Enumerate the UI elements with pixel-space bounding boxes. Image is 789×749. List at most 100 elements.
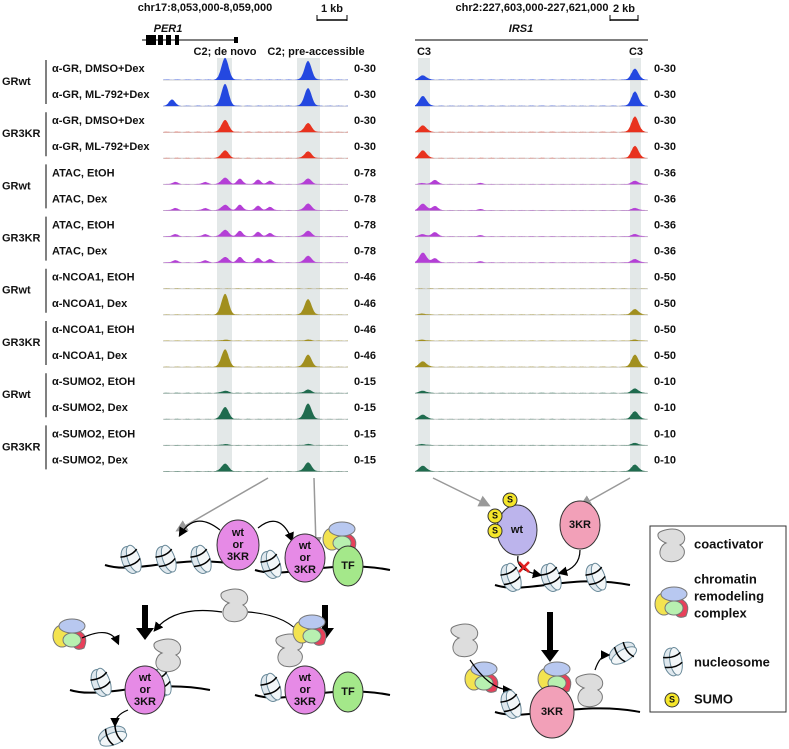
remodeler-blue [328, 521, 356, 537]
dna-wrap [500, 566, 521, 586]
track-signal [163, 403, 348, 420]
region-label: C3 [629, 46, 643, 58]
sumo-label: S [669, 694, 675, 704]
legend-label: coactivator [694, 536, 763, 551]
track-name: α-GR, ML-792+Dex [52, 141, 150, 153]
protein-label: wt [231, 527, 245, 539]
sumo-label: S [492, 510, 498, 520]
track-signal [163, 443, 348, 446]
protein-label: 3KR [134, 696, 156, 708]
dna-wrap [500, 693, 521, 713]
legend-label: remodeling [694, 588, 764, 603]
track-signal [163, 150, 348, 159]
group-label: GR3KR [2, 337, 41, 349]
remodeler-green [302, 628, 322, 644]
track-name: α-SUMO2, EtOH [52, 428, 135, 440]
track-signal [163, 203, 348, 211]
track-range: 0-50 [654, 350, 676, 362]
track-range: 0-15 [354, 454, 376, 466]
track-name: α-NCOA1, EtOH [52, 272, 135, 284]
nucleosome-face [160, 544, 177, 573]
protein-label: 3KR [294, 696, 316, 708]
arrow [557, 549, 581, 576]
dna-wrap [260, 676, 281, 696]
track-signal [415, 68, 648, 80]
coactivator [450, 623, 478, 658]
nucleosome-face [505, 689, 522, 718]
track-name: ATAC, Dex [52, 246, 108, 258]
track-range: 0-46 [354, 350, 376, 362]
track-name: ATAC, EtOH [52, 220, 115, 232]
track-signal [415, 411, 648, 420]
track-range: 0-30 [354, 115, 376, 127]
arrow [110, 709, 129, 728]
legend-label: complex [694, 605, 748, 620]
track-range: 0-30 [654, 63, 676, 75]
track-signal [163, 293, 348, 315]
gr-3kr [559, 500, 601, 550]
track-signal [163, 462, 348, 472]
track-range: 0-30 [654, 89, 676, 101]
track-signal [415, 354, 648, 368]
gr-protein [216, 519, 260, 571]
track-signal [415, 442, 648, 446]
track-name: α-SUMO2, Dex [52, 402, 129, 414]
arrow [309, 477, 322, 549]
protein-label: 3KR [541, 706, 563, 718]
track-range: 0-30 [354, 89, 376, 101]
track-signal [415, 308, 648, 315]
dna-wrap [585, 566, 606, 586]
dna-wrap [90, 671, 111, 691]
protein-label: TF [341, 560, 355, 572]
track-range: 0-10 [654, 376, 676, 388]
highlight-column [217, 58, 232, 472]
block-x [518, 561, 530, 573]
track-range: 0-36 [654, 167, 676, 179]
protein-label: 3KR [227, 551, 249, 563]
track-signal [163, 339, 348, 341]
nucleosome [585, 562, 607, 592]
track-signal [163, 255, 348, 263]
track-range: 0-46 [354, 324, 376, 336]
track-signal [415, 116, 648, 133]
nucleosome-face [99, 730, 128, 747]
nucleosome [120, 544, 142, 574]
protein-label: or [300, 684, 312, 696]
track-signal [415, 179, 648, 185]
group-label: GR3KR [2, 441, 41, 453]
track-range: 0-78 [354, 193, 376, 205]
protein-label: 3KR [569, 519, 591, 531]
group-label: GR3KR [2, 233, 41, 245]
arrow [469, 659, 513, 695]
region-label: C2; de novo [194, 46, 257, 58]
track-range: 0-10 [654, 428, 676, 440]
track-signal [415, 288, 648, 289]
track-range: 0-30 [654, 141, 676, 153]
exon [175, 35, 179, 45]
track-range: 0-46 [354, 298, 376, 310]
track-signal [415, 203, 648, 211]
group-label: GR3KR [2, 128, 41, 140]
coactivator [220, 588, 248, 623]
track-name: α-GR, ML-792+Dex [52, 89, 150, 101]
nucleosome [260, 672, 282, 702]
tf-protein [332, 545, 364, 587]
dna-wrap [613, 641, 635, 663]
nucleosome [540, 562, 562, 592]
locus-coords: chr17:8,053,000-8,059,000 [138, 2, 273, 14]
nucleosome-face [195, 544, 212, 573]
tf-protein [332, 671, 364, 713]
gr-3kr [529, 685, 575, 739]
track-range: 0-15 [354, 428, 376, 440]
scale-label: 2 kb [613, 3, 635, 15]
track-signal [163, 177, 348, 185]
region-label: C2; pre-accessible [267, 46, 364, 58]
arrow [594, 650, 611, 671]
remodeler-blue [58, 618, 86, 634]
arrow [432, 477, 491, 507]
legend-label: SUMO [694, 691, 733, 706]
track-range: 0-46 [354, 272, 376, 284]
nucleosome-face [611, 646, 637, 665]
track-range: 0-78 [354, 220, 376, 232]
track-range: 0-36 [654, 193, 676, 205]
